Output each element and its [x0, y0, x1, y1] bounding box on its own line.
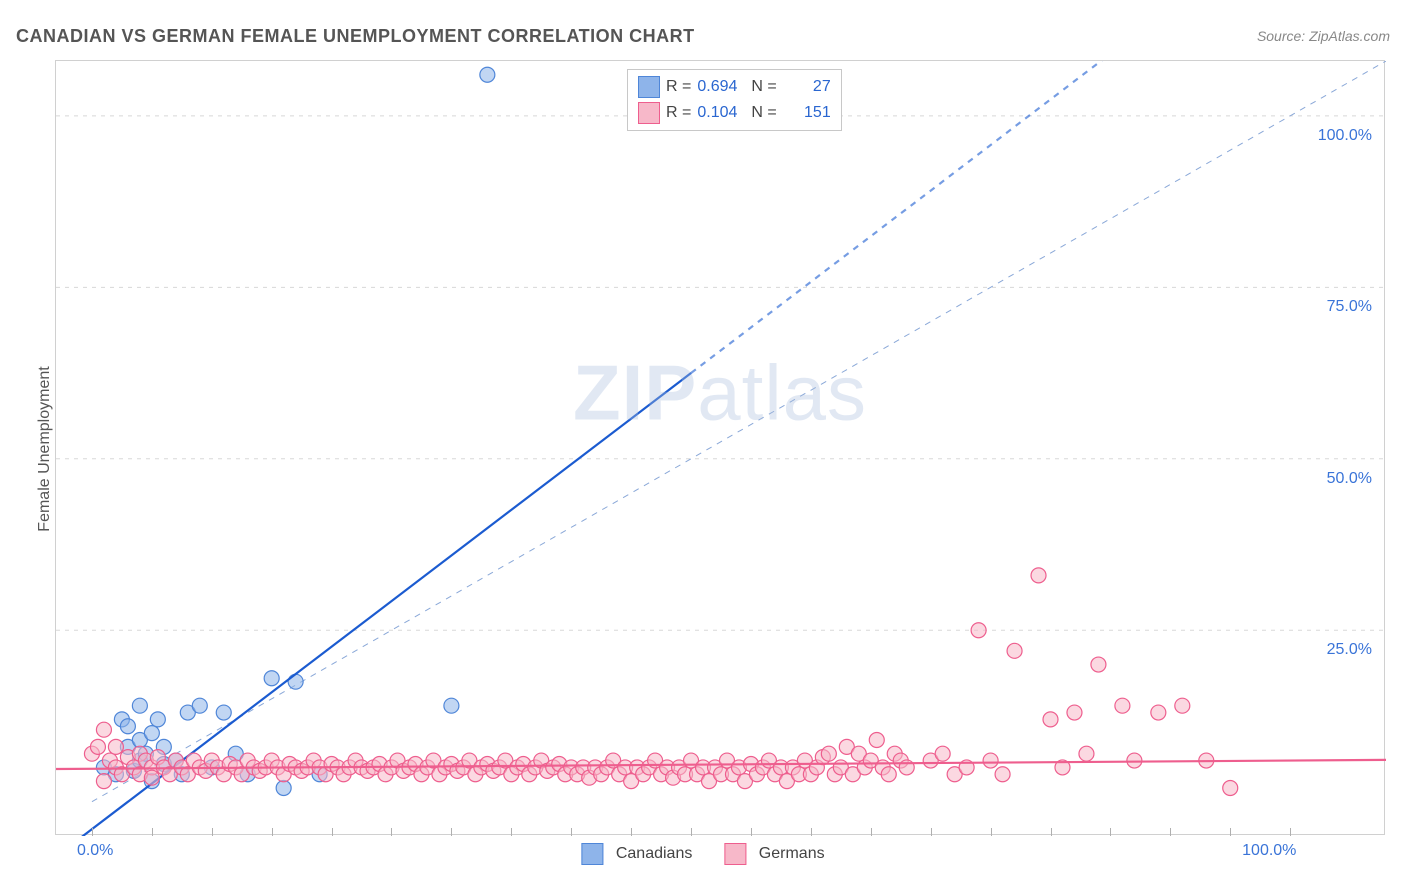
scatter-plot-svg	[56, 61, 1386, 836]
x-tick-mark	[871, 828, 872, 836]
legend-label-canadians: Canadians	[616, 845, 693, 862]
legend-swatch-germans	[724, 843, 746, 865]
r-value-germans: 0.104	[697, 104, 745, 122]
y-tick-label: 50.0%	[1327, 470, 1372, 488]
y-axis-label: Female Unemployment	[36, 359, 54, 539]
x-tick-label: 0.0%	[77, 842, 113, 860]
y-tick-label: 100.0%	[1318, 127, 1372, 145]
x-tick-mark	[511, 828, 512, 836]
r-label: R =	[666, 104, 691, 122]
x-tick-mark	[751, 828, 752, 836]
legend-label-germans: Germans	[759, 845, 825, 862]
x-tick-mark	[691, 828, 692, 836]
chart-source: Source: ZipAtlas.com	[1257, 28, 1390, 44]
x-tick-mark	[92, 828, 93, 836]
x-tick-mark	[1051, 828, 1052, 836]
x-tick-mark	[152, 828, 153, 836]
legend-item-germans: Germans	[724, 843, 824, 865]
legend-swatch-canadians	[638, 76, 660, 98]
chart-header: CANADIAN VS GERMAN FEMALE UNEMPLOYMENT C…	[16, 20, 1390, 52]
n-label: N =	[751, 78, 776, 96]
x-tick-label: 100.0%	[1242, 842, 1296, 860]
x-tick-mark	[391, 828, 392, 836]
x-tick-mark	[212, 828, 213, 836]
x-tick-mark	[272, 828, 273, 836]
x-tick-mark	[811, 828, 812, 836]
chart-title: CANADIAN VS GERMAN FEMALE UNEMPLOYMENT C…	[16, 26, 695, 47]
x-tick-mark	[451, 828, 452, 836]
legend-item-canadians: Canadians	[581, 843, 692, 865]
r-value-canadians: 0.694	[697, 78, 745, 96]
x-tick-mark	[991, 828, 992, 836]
x-tick-mark	[1230, 828, 1231, 836]
x-tick-mark	[931, 828, 932, 836]
r-label: R =	[666, 78, 691, 96]
n-value-germans: 151	[783, 104, 831, 122]
x-tick-mark	[332, 828, 333, 836]
series-legend: Canadians Germans	[581, 843, 824, 865]
x-tick-mark	[631, 828, 632, 836]
x-tick-mark	[1170, 828, 1171, 836]
legend-swatch-canadians	[581, 843, 603, 865]
y-tick-label: 75.0%	[1327, 298, 1372, 316]
x-tick-mark	[571, 828, 572, 836]
correlation-legend: R = 0.694 N = 27 R = 0.104 N = 151	[627, 69, 842, 131]
n-label: N =	[751, 104, 776, 122]
n-value-canadians: 27	[783, 78, 831, 96]
y-tick-label: 25.0%	[1327, 641, 1372, 659]
x-tick-mark	[1290, 828, 1291, 836]
plot-area: ZIPatlas R = 0.694 N = 27 R = 0.104 N = …	[55, 60, 1385, 835]
legend-swatch-germans	[638, 102, 660, 124]
x-tick-mark	[1110, 828, 1111, 836]
